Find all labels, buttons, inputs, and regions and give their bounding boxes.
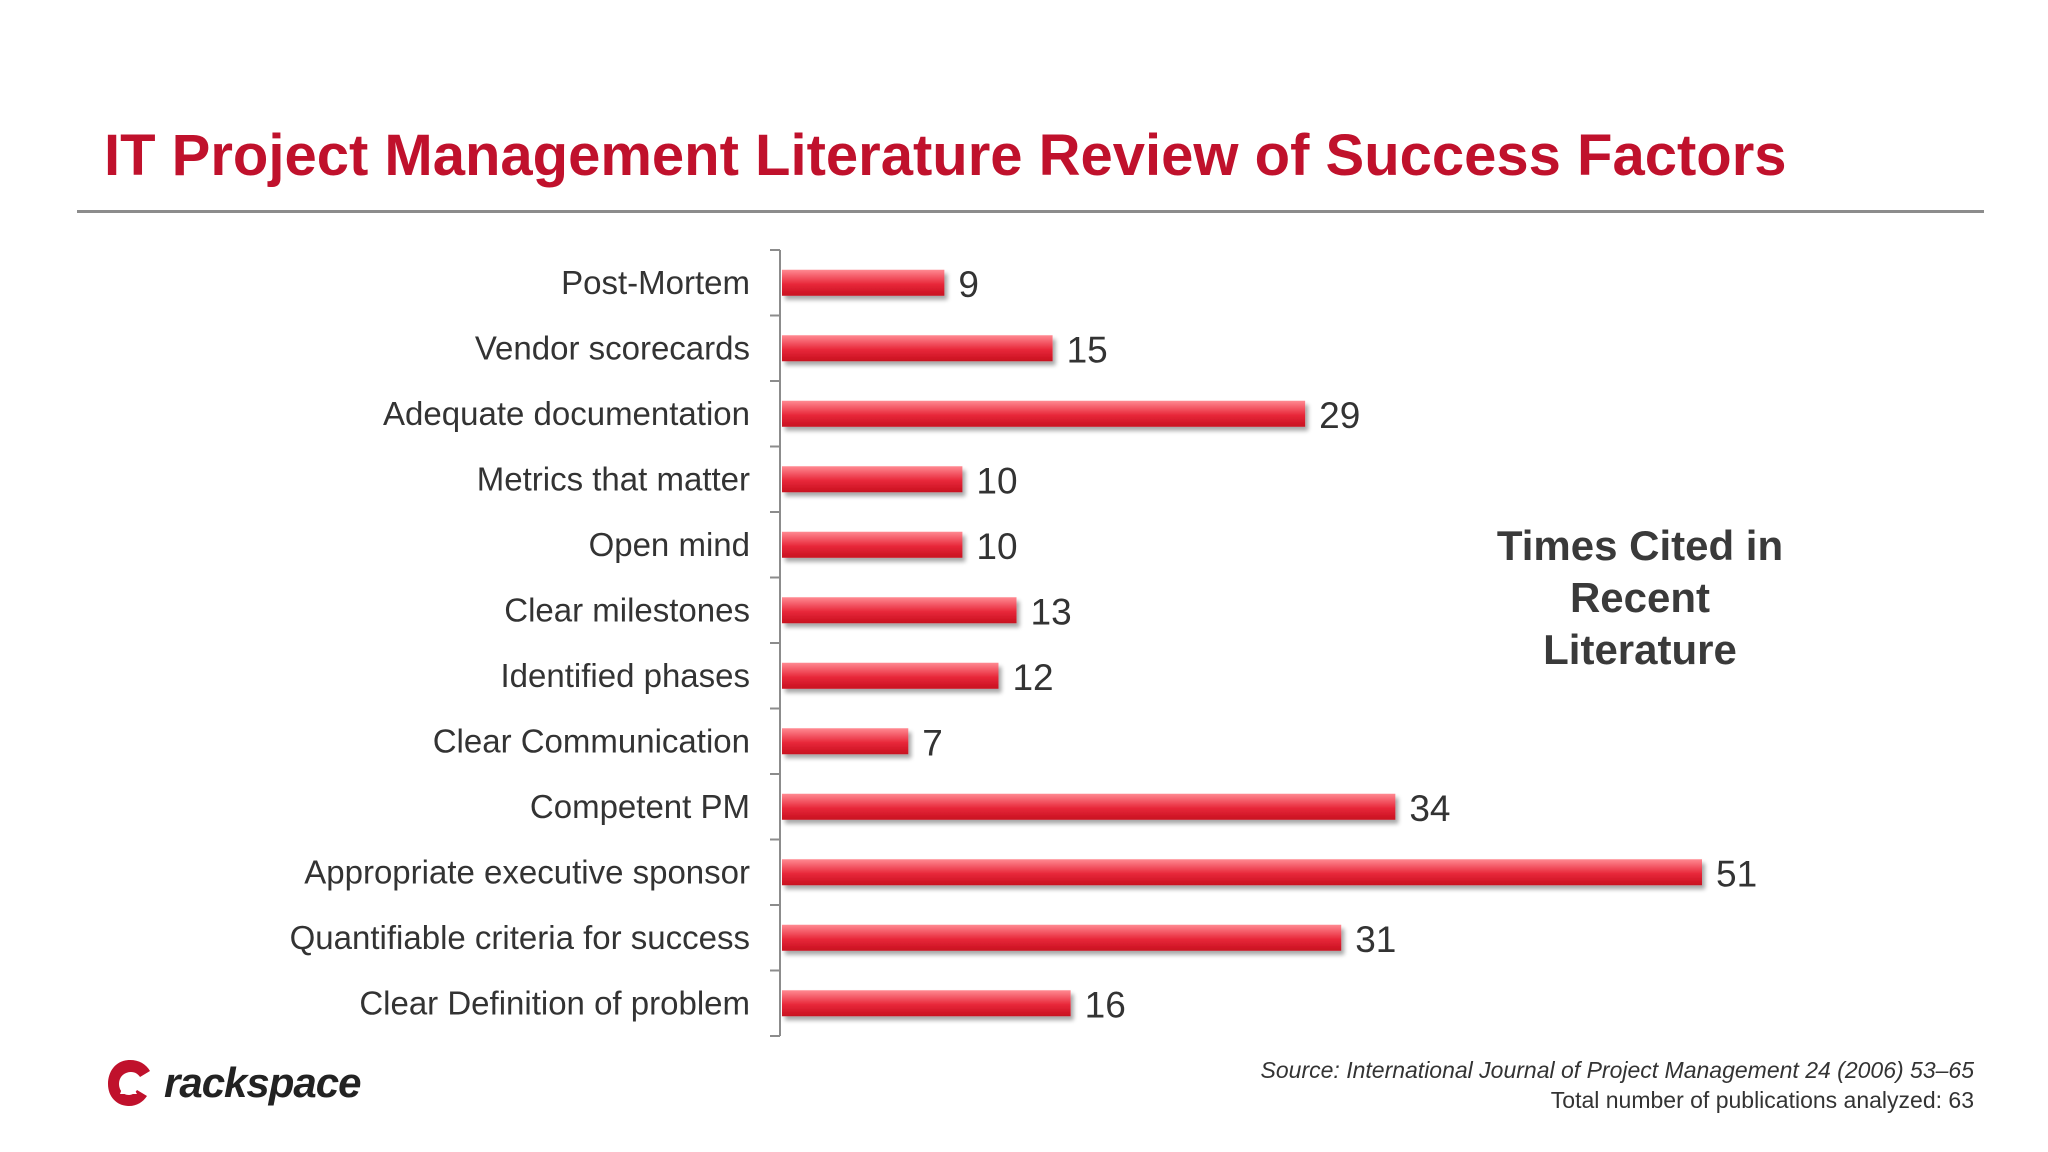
- category-label: Identified phases: [500, 657, 750, 694]
- category-label: Open mind: [589, 526, 750, 563]
- bar: [782, 597, 1017, 624]
- bar: [782, 859, 1702, 886]
- value-label: 10: [976, 460, 1017, 501]
- bar: [782, 531, 963, 558]
- value-label: 7: [922, 722, 943, 763]
- page-title: IT Project Management Literature Review …: [104, 123, 1787, 188]
- category-label: Competent PM: [530, 788, 750, 825]
- value-label: 34: [1409, 788, 1450, 829]
- logo-wordmark: rackspace: [164, 1059, 362, 1106]
- bar: [782, 728, 909, 755]
- bar: [782, 662, 999, 689]
- category-label: Quantifiable criteria for success: [290, 919, 750, 956]
- value-label: 10: [976, 526, 1017, 567]
- value-label: 12: [1012, 657, 1053, 698]
- category-label: Metrics that matter: [477, 460, 750, 497]
- category-label: Appropriate executive sponsor: [304, 853, 750, 890]
- category-axis: [770, 249, 781, 1037]
- value-label: 29: [1319, 395, 1360, 436]
- title-divider: [77, 210, 1984, 213]
- value-label: 13: [1031, 591, 1072, 632]
- category-label: Vendor scorecards: [475, 329, 750, 366]
- publication-count: Total number of publications analyzed: 6…: [1550, 1087, 1974, 1113]
- rackspace-logo-icon: [108, 1060, 150, 1106]
- chart-annotation: Times Cited in Recent Literature: [1496, 522, 1784, 673]
- bar: [782, 990, 1071, 1017]
- value-labels: 9 15 29 10 10 13 12 7 34 51 31 16: [922, 264, 1757, 1026]
- source-citation: Source: International Journal of Project…: [1260, 1057, 1974, 1083]
- category-label: Clear Definition of problem: [359, 984, 750, 1021]
- bar: [782, 466, 963, 493]
- bar: [782, 793, 1396, 820]
- value-label: 31: [1355, 919, 1396, 960]
- category-labels: Post-Mortem Vendor scorecards Adequate doc…: [290, 264, 750, 1022]
- bar: [782, 924, 1342, 951]
- value-label: 51: [1716, 853, 1757, 894]
- bar: [782, 269, 945, 296]
- value-label: 9: [958, 264, 979, 305]
- category-label: Adequate documentation: [383, 395, 750, 432]
- value-label: 15: [1067, 329, 1108, 370]
- logo: rackspace: [104, 1057, 362, 1109]
- bar: [782, 335, 1053, 362]
- value-label: 16: [1085, 984, 1126, 1025]
- category-label: Clear Communication: [433, 722, 750, 759]
- category-label: Clear milestones: [504, 591, 750, 628]
- bars: [782, 269, 1702, 1017]
- bar: [782, 400, 1306, 427]
- category-label: Post-Mortem: [561, 264, 750, 301]
